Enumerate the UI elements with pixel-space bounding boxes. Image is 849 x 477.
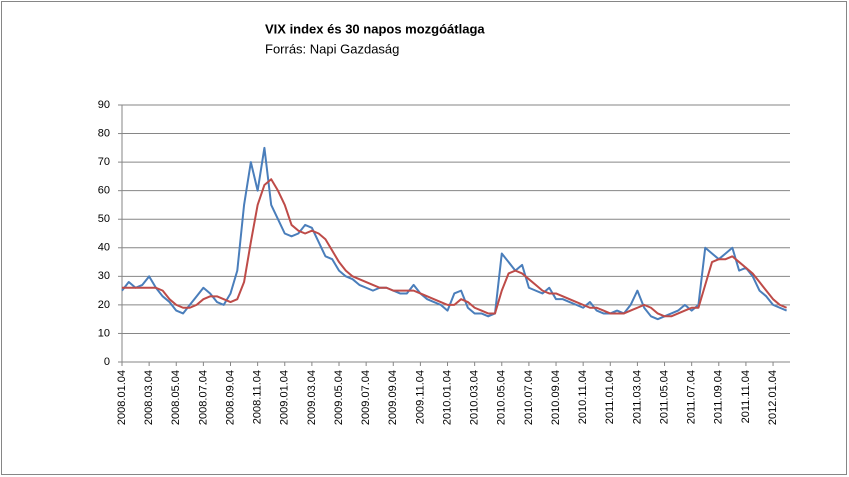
x-tick-label: 2008.07.04	[197, 370, 209, 425]
chart-subtitle: Forrás: Napi Gazdaság	[265, 41, 399, 56]
y-tick-label: 60	[98, 185, 110, 197]
x-tick-label: 2011.01.04	[604, 370, 616, 424]
x-tick-label: 2011.09.04	[713, 370, 725, 424]
x-tick-label: 2010.09.04	[550, 370, 562, 425]
x-tick-label: 2010.01.04	[441, 370, 453, 425]
x-tick-label: 2011.03.04	[631, 370, 643, 424]
x-tick-label: 2009.03.04	[306, 370, 318, 425]
y-tick-label: 40	[98, 242, 110, 254]
y-tick-label: 10	[98, 327, 110, 339]
y-tick-label: 20	[98, 299, 110, 311]
x-tick-label: 2009.07.04	[360, 370, 372, 425]
x-tick-label: 2010.11.04	[577, 370, 589, 424]
y-tick-label: 70	[98, 156, 110, 168]
y-tick-label: 90	[98, 99, 110, 111]
x-tick-label: 2010.03.04	[469, 370, 481, 425]
x-tick-label: 2010.05.04	[496, 370, 508, 425]
x-tick-label: 2009.05.04	[333, 370, 345, 425]
x-tick-label: 2011.07.04	[686, 370, 698, 424]
x-tick-label: 2008.05.04	[170, 370, 182, 425]
x-tick-label: 2010.07.04	[523, 370, 535, 425]
chart-title: VIX index és 30 napos mozgóátlaga	[265, 21, 485, 36]
y-tick-label: 80	[98, 127, 110, 139]
x-tick-label: 2009.11.04	[414, 370, 426, 424]
x-tick-label: 2008.03.04	[143, 370, 155, 425]
x-tick-label: 2009.09.04	[387, 370, 399, 425]
x-tick-label: 2008.01.04	[116, 370, 128, 425]
series-line	[122, 178, 787, 318]
x-tick-label: 2008.09.04	[224, 370, 236, 425]
y-tick-label: 30	[98, 270, 110, 282]
x-tick-label: 2011.11.04	[740, 370, 752, 423]
y-tick-label: 0	[104, 356, 110, 368]
series-line	[121, 146, 787, 321]
y-tick-label: 50	[98, 213, 110, 225]
x-tick-label: 2009.01.04	[279, 370, 291, 425]
x-tick-label: 2011.05.04	[658, 370, 670, 424]
x-tick-label: 2012.01.04	[767, 370, 779, 425]
x-tick-label: 2008.11.04	[252, 370, 264, 424]
